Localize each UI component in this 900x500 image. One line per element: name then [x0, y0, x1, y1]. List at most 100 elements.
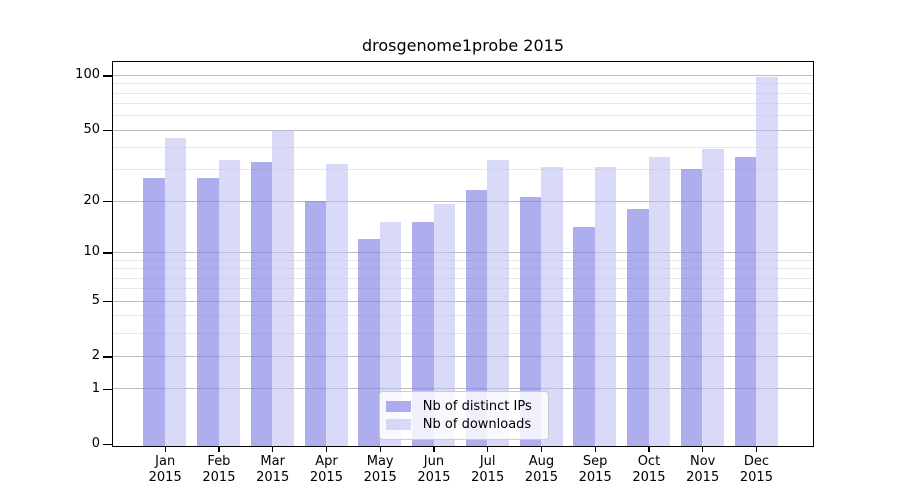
x-tick: [218, 446, 220, 452]
legend-swatch-downloads: [385, 418, 411, 430]
gridline-major: [112, 252, 814, 254]
y-tick: [103, 300, 113, 303]
x-tick-label: Jul 2015: [461, 454, 515, 485]
x-tick-month: Sep: [582, 454, 608, 469]
x-tick-label: May 2015: [353, 454, 407, 485]
gridline-major: [112, 300, 814, 302]
x-tick-year: 2015: [148, 469, 182, 485]
y-tick: [103, 356, 113, 358]
bar-distinct-ips: [734, 157, 757, 446]
bar-downloads: [433, 204, 456, 446]
bar-downloads: [756, 77, 778, 446]
x-tick-month: Aug: [528, 454, 555, 469]
x-tick-year: 2015: [202, 469, 236, 485]
chart-title: drosgenome1probe 2015: [361, 36, 565, 55]
x-tick-label: Apr 2015: [299, 454, 353, 485]
gridline-minor: [112, 169, 814, 171]
x-tick: [325, 446, 328, 452]
gridline-minor: [112, 259, 814, 261]
x-tick-label: Nov 2015: [676, 454, 730, 485]
x-tick-label: Aug 2015: [514, 454, 568, 485]
x-tick-label: Dec 2015: [729, 454, 783, 485]
legend-item-distinct-ips: Nb of distinct IPs: [385, 398, 542, 415]
x-tick-label: Mar 2015: [246, 454, 300, 485]
x-tick-year: 2015: [417, 469, 451, 485]
y-tick: [103, 252, 113, 254]
bar-downloads: [164, 137, 187, 446]
gridline-major: [112, 75, 814, 76]
gridline-minor: [112, 115, 814, 117]
gridline-major: [112, 388, 814, 390]
x-tick: [379, 446, 381, 452]
bar-distinct-ips: [627, 208, 649, 446]
gridline-minor: [112, 333, 814, 335]
x-tick: [648, 446, 650, 452]
gridline-minor: [112, 92, 814, 94]
x-tick-month: Apr: [315, 454, 338, 469]
x-tick-year: 2015: [471, 469, 505, 485]
bar-downloads: [272, 129, 294, 446]
y-tick: [103, 75, 113, 77]
x-tick-label: Feb 2015: [192, 454, 246, 485]
x-tick-year: 2015: [632, 469, 666, 485]
x-tick-month: Dec: [743, 454, 770, 469]
gridline-major: [112, 129, 814, 131]
x-tick-month: Jan: [155, 454, 176, 469]
bar-distinct-ips: [680, 169, 703, 446]
legend: Nb of distinct IPs Nb of downloads: [378, 390, 549, 440]
bar-distinct-ips: [465, 189, 488, 446]
x-tick-year: 2015: [309, 469, 343, 485]
gridline-minor: [112, 315, 814, 317]
gridline-minor: [112, 103, 814, 105]
bar-distinct-ips: [197, 177, 219, 446]
legend-item-downloads: Nb of downloads: [385, 416, 542, 433]
x-tick-label: Jun 2015: [407, 454, 461, 485]
x-tick-month: Feb: [207, 454, 231, 469]
x-tick: [755, 446, 758, 452]
x-tick-year: 2015: [686, 469, 720, 485]
y-tick-label: 2: [91, 348, 100, 364]
x-tick: [272, 446, 274, 452]
y-tick: [103, 388, 113, 390]
y-tick-label: 0: [91, 436, 100, 451]
x-tick-month: Mar: [260, 454, 285, 469]
x-tick: [487, 446, 489, 452]
bar-distinct-ips: [573, 227, 595, 446]
x-tick-year: 2015: [739, 469, 773, 485]
gridline-minor: [112, 268, 814, 270]
legend-label-distinct-ips: Nb of distinct IPs: [422, 398, 532, 414]
bar-distinct-ips: [358, 238, 380, 446]
x-tick: [594, 446, 596, 452]
x-tick: [164, 446, 166, 452]
bar-downloads: [218, 159, 241, 446]
x-tick: [702, 446, 704, 452]
bar-downloads: [648, 157, 671, 446]
x-tick-month: May: [366, 454, 394, 469]
bar-distinct-ips: [250, 162, 273, 446]
bar-downloads: [702, 149, 724, 446]
y-tick-label: 50: [83, 121, 100, 137]
x-tick: [540, 446, 543, 452]
y-tick-label: 10: [83, 244, 100, 260]
gridline-minor: [112, 288, 814, 290]
x-tick: [433, 446, 435, 452]
bar-distinct-ips: [143, 177, 165, 446]
x-tick-year: 2015: [578, 469, 612, 485]
x-tick-month: Oct: [637, 454, 661, 469]
y-tick-label: 5: [91, 292, 100, 308]
y-tick: [103, 200, 113, 202]
y-tick: [103, 444, 113, 446]
y-tick-label: 1: [91, 380, 100, 396]
bar-downloads: [487, 159, 509, 446]
x-tick-label: Oct 2015: [622, 454, 676, 485]
x-tick-year: 2015: [524, 469, 558, 485]
gridline-minor: [112, 83, 814, 85]
x-tick-label: Sep 2015: [568, 454, 622, 485]
legend-swatch-distinct-ips: [385, 400, 411, 412]
y-tick-label: 20: [83, 192, 100, 208]
y-tick: [103, 129, 113, 132]
bar-downloads: [594, 166, 617, 446]
y-tick-label: 100: [75, 67, 100, 83]
bar-downloads: [379, 222, 402, 446]
